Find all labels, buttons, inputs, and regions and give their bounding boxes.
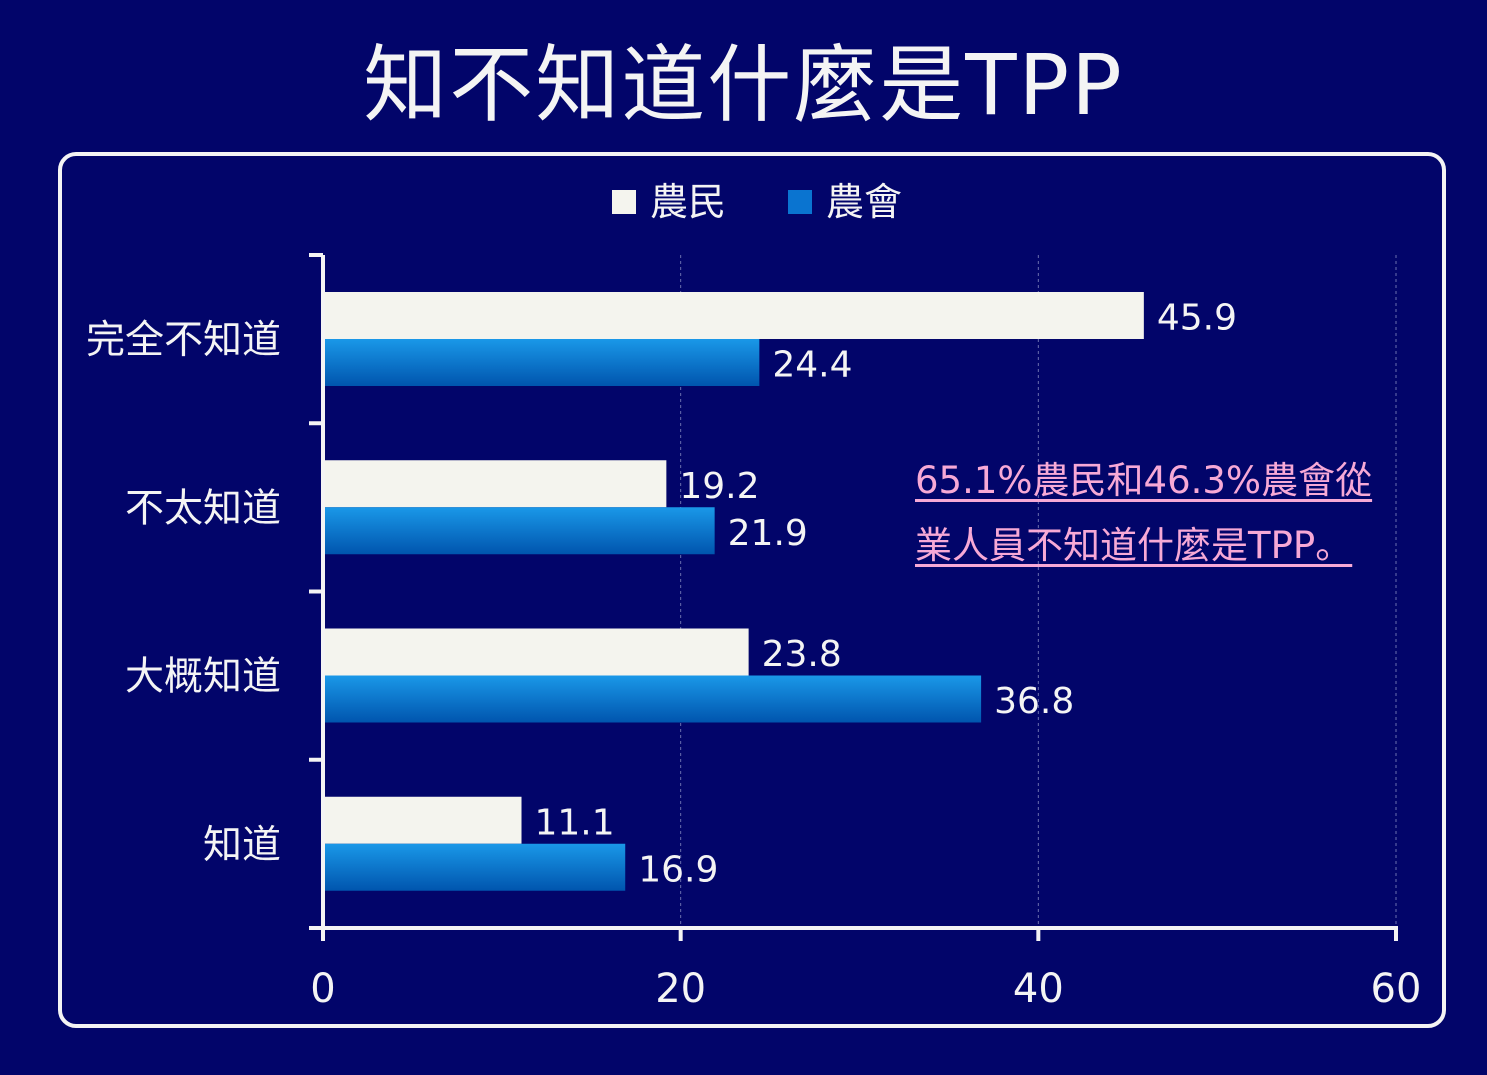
x-tick-label: 60 [1371,966,1422,1012]
data-label: 19.2 [679,466,759,507]
legend-swatch [788,190,812,214]
data-label: 23.8 [762,634,842,675]
bar-farm-association [325,675,982,723]
x-tick-label: 20 [655,966,706,1012]
category-label: 完全不知道 [86,318,281,363]
data-label: 21.9 [728,513,808,554]
bar-farm-association [325,507,715,555]
legend-swatch [612,190,636,214]
x-tick-label: 0 [310,966,335,1012]
annotation-line-2: 業人員不知道什麼是TPP。 [915,524,1353,567]
bar-farmers [325,460,667,508]
category-label: 大概知道 [125,655,281,700]
data-label: 24.4 [772,345,852,386]
legend-label: 農會 [826,180,902,224]
data-label: 16.9 [638,849,718,890]
bar-farmers [325,796,522,844]
data-label: 36.8 [994,681,1074,722]
annotation-line-1: 65.1%農民和46.3%農會從 [915,459,1373,502]
chart-frame [58,152,1446,1028]
category-label: 不太知道 [125,486,281,531]
legend-label: 農民 [650,180,726,224]
data-label: 45.9 [1157,298,1237,339]
bar-farm-association [325,339,760,386]
x-tick-label: 40 [1013,966,1064,1012]
bar-farm-association [325,843,626,891]
bar-farmers [325,292,1144,339]
chart-title: 知不知道什麼是TPP [363,36,1124,134]
category-label: 知道 [203,823,281,868]
bar-farmers [325,628,749,676]
data-label: 11.1 [535,802,615,843]
